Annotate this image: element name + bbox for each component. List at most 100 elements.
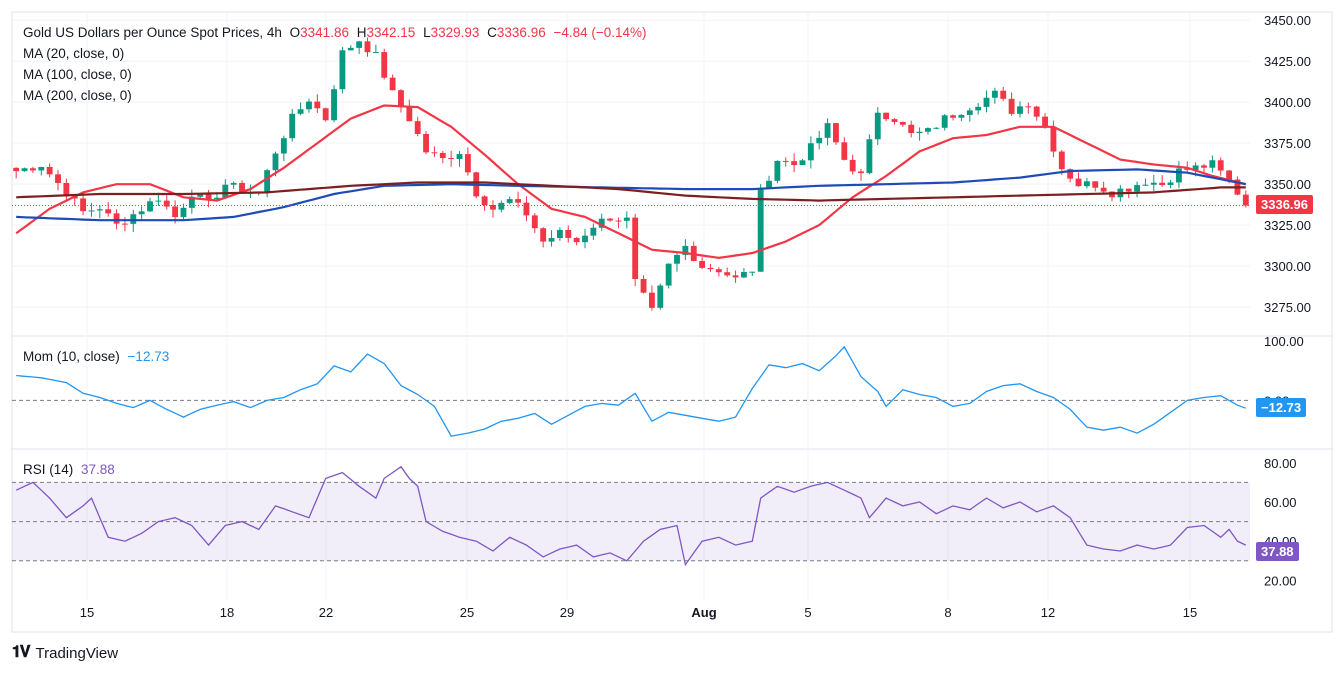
candle-body [548,238,555,242]
candle-body [1159,182,1166,185]
candle-body [197,193,204,197]
candle-body [1192,165,1199,170]
price-tick-label: 3350.00 [1264,177,1311,192]
candle-body [1242,194,1249,206]
candle-body [531,215,538,229]
candle-body [1017,106,1023,114]
ma100-legend[interactable]: MA (100, close, 0) [23,67,132,82]
ma200-line [16,181,1246,202]
candle-body [724,272,731,276]
candle-body [481,196,488,206]
candle-body [1209,160,1216,168]
candle-body [766,180,772,188]
candle-body [188,196,195,208]
candle-body [899,121,906,125]
candle-body [975,106,982,111]
candle-body [657,285,664,308]
time-tick-label: 29 [560,605,574,620]
candle-body [506,199,513,203]
candle-body [230,182,237,185]
candle-body [1050,126,1057,152]
candle-body [381,52,388,78]
candle-body [1033,106,1040,117]
candle-body [757,187,764,272]
symbol-title[interactable]: Gold US Dollars per Ounce Spot Prices, 4… [23,25,282,40]
rsi-badge: 37.88 [1256,542,1299,561]
mom-value: −12.73 [127,349,170,364]
candle-body [640,279,647,293]
candle-body [55,174,61,184]
candle-body [1067,169,1074,179]
candle-body [623,217,630,221]
candle-body [925,128,931,132]
rsi-tick-label: 60.00 [1264,495,1297,510]
candle-body [983,97,990,107]
price-tick-label: 3275.00 [1264,300,1311,315]
candle-body [1008,98,1015,114]
candle-body [1083,181,1090,187]
candle-body [824,123,831,138]
candle-body [339,50,346,90]
candle-body [306,101,312,110]
price-badge: 3336.96 [1256,195,1313,214]
candle-body [439,152,446,159]
candle-body [46,167,53,175]
candle-body [1092,181,1099,188]
candle-body [1025,106,1032,108]
rsi-legend[interactable]: RSI (14) 37.88 [23,462,119,478]
candle-body [347,47,354,51]
candle-body [966,110,973,115]
mom-line [16,345,1247,437]
time-tick-label: 25 [460,605,474,620]
mom-legend[interactable]: Mom (10, close) −12.73 [23,349,173,365]
candle-body [498,202,505,210]
candle-body [1167,182,1174,185]
candle-body [331,89,337,121]
candle-body [297,109,304,114]
candle-body [958,114,965,118]
candle-body [607,218,614,221]
candle-body [1058,151,1065,170]
candle-body [38,167,45,171]
ma200-legend[interactable]: MA (200, close, 0) [23,88,132,103]
candle-body [1217,160,1224,171]
candle-body [833,123,839,143]
candle-body [180,207,187,218]
candle-body [816,137,823,144]
candle-body [665,263,672,286]
mom-badge: −12.73 [1256,398,1307,417]
candle-body [414,121,421,134]
tradingview-logo[interactable]: 𝟏𝐕 TradingView [12,644,118,662]
candle-body [933,127,940,129]
candle-body [515,199,522,203]
candle-body [163,200,170,207]
candle-body [1125,188,1132,192]
rsi-value: 37.88 [81,462,115,477]
candle-body [398,90,404,107]
price-tick-label: 3325.00 [1264,218,1311,233]
chart-border [11,11,1333,633]
candle-body [858,171,864,174]
candle-body [1184,168,1191,170]
candle-body [448,158,455,160]
time-tick-label: 22 [319,605,333,620]
candle-body [264,170,271,192]
rsi-label: RSI (14) [23,462,74,477]
candle-body [214,197,220,200]
candle-body [121,223,128,225]
candle-body [916,131,923,134]
candle-body [113,213,120,224]
candle-body [674,254,680,264]
price-tick-label: 3300.00 [1264,259,1311,274]
ma20-legend[interactable]: MA (20, close, 0) [23,46,125,61]
candle-body [314,101,321,109]
rsi-tick-label: 80.00 [1264,456,1297,471]
ma100-line [16,168,1247,222]
time-tick-label: 8 [944,605,951,620]
candle-body [1075,178,1082,187]
candle-body [272,153,279,171]
candle-body [172,206,179,218]
candle-body [21,168,28,172]
candle-body [155,200,162,202]
